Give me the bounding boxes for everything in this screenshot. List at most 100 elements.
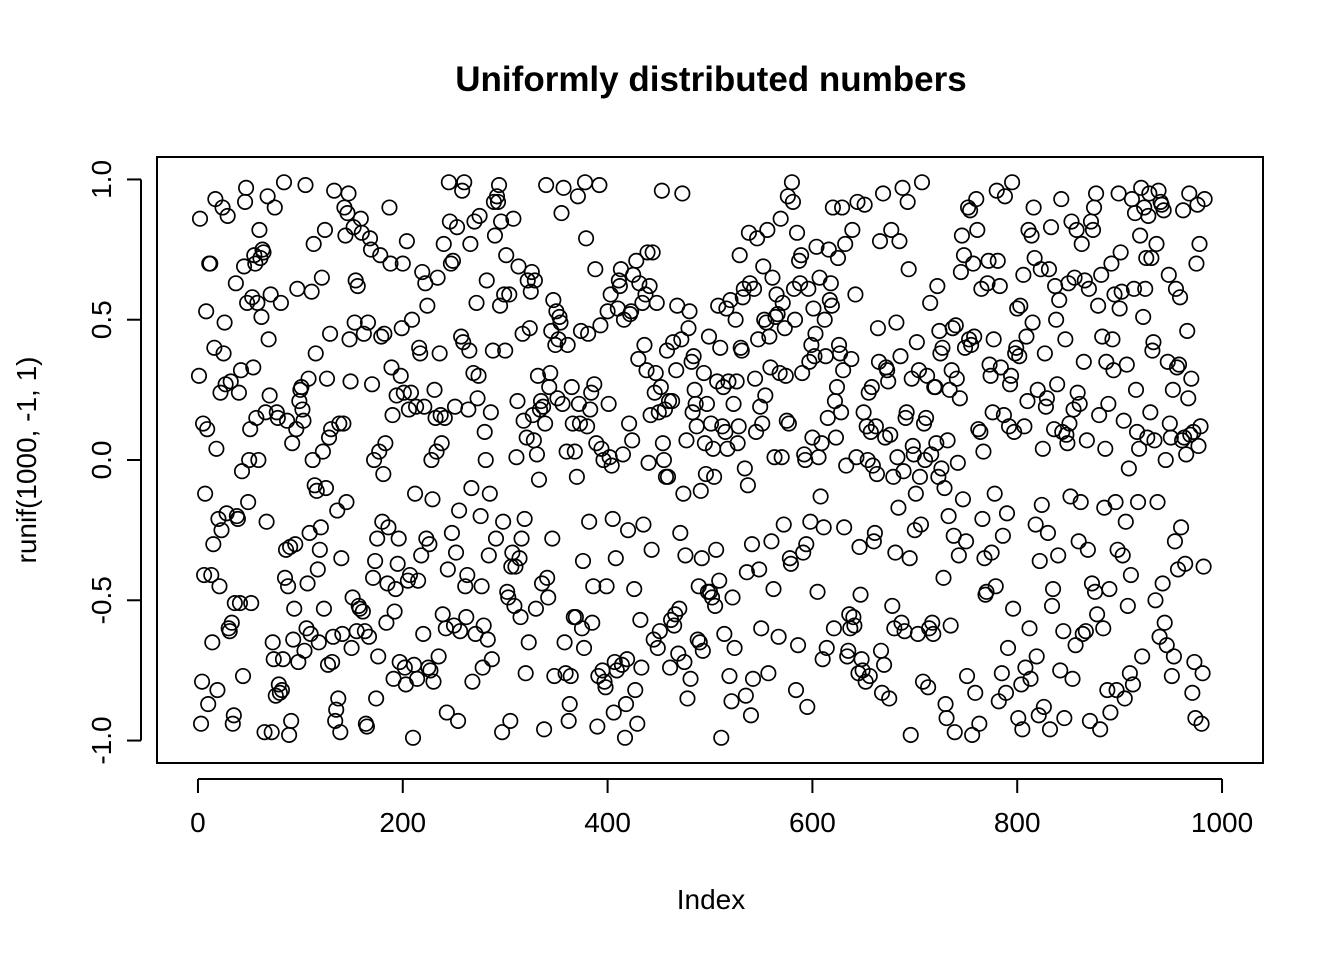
data-point: [1075, 353, 1092, 370]
data-point: [1156, 614, 1173, 631]
data-point: [775, 516, 792, 533]
data-point: [687, 395, 704, 412]
data-point: [911, 468, 928, 485]
data-point: [941, 381, 958, 398]
data-point: [326, 182, 343, 199]
data-point: [780, 415, 797, 432]
data-point: [869, 320, 886, 337]
data-point: [586, 376, 603, 393]
data-point: [709, 373, 726, 390]
data-point: [634, 294, 651, 311]
data-point: [200, 696, 217, 713]
data-point: [436, 409, 453, 426]
data-point: [623, 303, 640, 320]
data-point: [236, 258, 253, 275]
data-point: [872, 642, 890, 659]
data-point: [353, 224, 370, 241]
data-point: [1186, 653, 1203, 671]
data-point: [762, 359, 779, 376]
data-point: [813, 435, 830, 452]
data-point: [833, 404, 850, 421]
data-point: [390, 530, 407, 547]
data-point: [638, 362, 655, 379]
data-point: [484, 342, 501, 359]
data-point: [949, 454, 966, 471]
data-point: [400, 401, 417, 418]
data-point: [507, 558, 524, 575]
data-point: [448, 219, 466, 236]
data-point: [745, 280, 763, 297]
data-point: [241, 451, 258, 469]
data-point: [381, 199, 398, 216]
data-point: [889, 449, 906, 466]
data-point: [560, 712, 577, 729]
data-point: [783, 174, 800, 191]
data-point: [251, 221, 268, 238]
data-point: [986, 485, 1003, 502]
data-point: [740, 224, 757, 241]
data-point: [900, 261, 917, 278]
data-point: [495, 513, 512, 530]
data-point: [786, 311, 804, 328]
data-point: [700, 328, 718, 345]
data-point: [551, 308, 568, 325]
data-point: [474, 659, 491, 676]
data-point: [627, 682, 644, 699]
data-point: [1135, 308, 1152, 325]
data-point: [1043, 597, 1061, 614]
data-point: [1167, 280, 1184, 297]
data-point: [213, 522, 230, 539]
data-point: [198, 303, 215, 320]
data-point: [342, 373, 359, 390]
data-point: [984, 404, 1001, 421]
data-point: [343, 639, 360, 657]
data-point: [653, 182, 670, 199]
data-point: [1193, 715, 1210, 732]
data-point: [702, 415, 720, 432]
data-point: [234, 667, 252, 685]
data-point: [648, 294, 665, 311]
data-point: [843, 350, 860, 368]
data-point: [1001, 376, 1019, 393]
data-point: [1084, 221, 1102, 238]
y-tick-label: 0.0: [86, 441, 117, 480]
data-point: [444, 252, 462, 269]
data-point: [283, 712, 300, 729]
data-point: [582, 401, 599, 418]
data-point: [577, 174, 594, 191]
data-point: [494, 724, 511, 741]
data-point: [1143, 249, 1160, 267]
data-point: [735, 280, 752, 297]
data-point: [960, 199, 977, 216]
data-point: [1031, 552, 1048, 570]
data-point: [240, 494, 257, 511]
data-point: [980, 252, 997, 269]
data-point: [751, 561, 768, 578]
data-point: [944, 320, 961, 337]
data-point: [979, 275, 996, 292]
data-point: [952, 263, 969, 281]
data-point: [410, 572, 427, 589]
data-point: [305, 235, 322, 253]
data-point: [1182, 426, 1199, 443]
data-point: [765, 581, 782, 598]
data-point: [255, 244, 272, 261]
y-tick-label: 1.0: [86, 160, 117, 199]
data-point: [917, 451, 934, 469]
data-point: [550, 331, 567, 348]
data-point: [1115, 412, 1132, 429]
data-point: [328, 701, 345, 718]
data-point: [994, 527, 1011, 544]
data-point: [1164, 381, 1181, 398]
data-point: [963, 336, 980, 354]
data-point: [1071, 395, 1088, 412]
data-point: [989, 252, 1006, 269]
data-point: [793, 247, 810, 264]
data-point: [739, 477, 756, 494]
data-point: [1149, 494, 1166, 511]
data-point: [713, 729, 730, 746]
data-point: [397, 676, 414, 693]
data-point: [366, 451, 383, 469]
data-point: [226, 595, 243, 612]
data-point: [358, 718, 375, 735]
